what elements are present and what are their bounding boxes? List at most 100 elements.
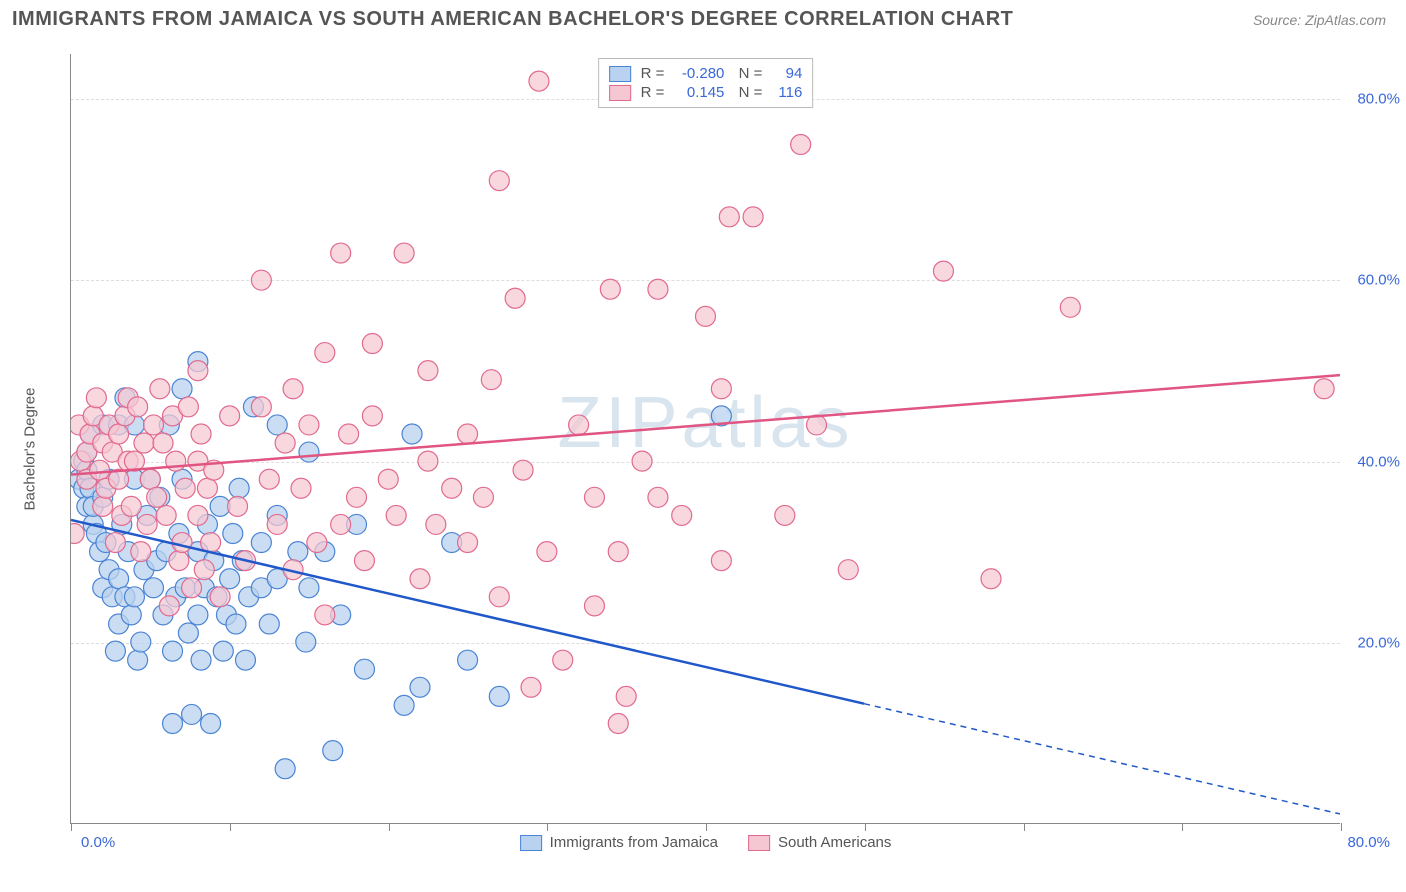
data-point [229, 478, 249, 498]
data-point [608, 713, 628, 733]
data-point [128, 397, 148, 417]
data-point [481, 370, 501, 390]
data-point [226, 614, 246, 634]
y-tick-label: 60.0% [1357, 272, 1400, 289]
data-point [121, 605, 141, 625]
stat-n-value: 94 [772, 65, 802, 82]
trend-line-extrapolated [864, 704, 1340, 814]
x-tick [389, 823, 390, 831]
data-point [90, 460, 110, 480]
data-point [584, 487, 604, 507]
data-point [201, 713, 221, 733]
data-point [109, 424, 129, 444]
legend-series-item: Immigrants from Jamaica [520, 834, 718, 851]
data-point [569, 415, 589, 435]
x-axis-max-label: 80.0% [1347, 834, 1390, 851]
data-point [537, 542, 557, 562]
data-point [169, 551, 189, 571]
data-point [228, 496, 248, 516]
y-tick-label: 40.0% [1357, 453, 1400, 470]
page-title: IMMIGRANTS FROM JAMAICA VS SOUTH AMERICA… [12, 8, 1013, 31]
stat-r-value: 0.145 [674, 84, 724, 101]
legend-stat-row: R = -0.280 N = 94 [609, 65, 803, 82]
data-point [159, 596, 179, 616]
y-axis-title: Bachelor's Degree [22, 388, 39, 511]
data-point [696, 306, 716, 326]
data-point [473, 487, 493, 507]
data-point [299, 415, 319, 435]
data-point [175, 478, 195, 498]
data-point [182, 704, 202, 724]
data-point [394, 695, 414, 715]
data-point [143, 415, 163, 435]
data-point [442, 478, 462, 498]
data-point [299, 578, 319, 598]
data-point [283, 379, 303, 399]
data-point [156, 505, 176, 525]
data-point [178, 623, 198, 643]
data-point [513, 460, 533, 480]
data-point [223, 524, 243, 544]
data-point [121, 496, 141, 516]
y-tick-label: 80.0% [1357, 91, 1400, 108]
data-point [163, 641, 183, 661]
data-point [220, 406, 240, 426]
data-point [458, 650, 478, 670]
data-point [402, 424, 422, 444]
data-point [719, 207, 739, 227]
plot-svg [71, 54, 1340, 823]
data-point [616, 686, 636, 706]
data-point [323, 741, 343, 761]
data-point [600, 279, 620, 299]
data-point [489, 587, 509, 607]
data-point [791, 134, 811, 154]
stat-r-label: R = [641, 65, 665, 82]
data-point [672, 505, 692, 525]
data-point [743, 207, 763, 227]
data-point [267, 514, 287, 534]
data-point [354, 551, 374, 571]
x-tick [1024, 823, 1025, 831]
legend-series: Immigrants from Jamaica South Americans [520, 834, 892, 851]
data-point [632, 451, 652, 471]
data-point [296, 632, 316, 652]
legend-stats: R = -0.280 N = 94 R = 0.145 N = 116 [598, 58, 814, 108]
data-point [188, 605, 208, 625]
data-point [86, 388, 106, 408]
x-tick [230, 823, 231, 831]
data-point [339, 424, 359, 444]
x-tick [71, 823, 72, 831]
data-point [150, 379, 170, 399]
data-point [191, 650, 211, 670]
data-point [426, 514, 446, 534]
data-point [191, 424, 211, 444]
data-point [163, 713, 183, 733]
data-point [131, 542, 151, 562]
data-point [134, 433, 154, 453]
data-point [128, 650, 148, 670]
data-point [775, 505, 795, 525]
data-point [220, 569, 240, 589]
x-tick [1341, 823, 1342, 831]
data-point [140, 469, 160, 489]
x-tick [706, 823, 707, 831]
data-point [838, 560, 858, 580]
data-point [981, 569, 1001, 589]
data-point [172, 533, 192, 553]
y-tick-label: 20.0% [1357, 634, 1400, 651]
data-point [331, 514, 351, 534]
data-point [109, 569, 129, 589]
data-point [315, 343, 335, 363]
data-point [143, 578, 163, 598]
data-point [521, 677, 541, 697]
legend-series-label: Immigrants from Jamaica [550, 834, 718, 851]
data-point [210, 587, 230, 607]
plot-area: ZIPatlas R = -0.280 N = 94 R = 0.145 N =… [70, 54, 1340, 824]
data-point [235, 650, 255, 670]
data-point [267, 415, 287, 435]
data-point [354, 659, 374, 679]
data-point [711, 379, 731, 399]
data-point [182, 578, 202, 598]
data-point [178, 397, 198, 417]
data-point [147, 487, 167, 507]
